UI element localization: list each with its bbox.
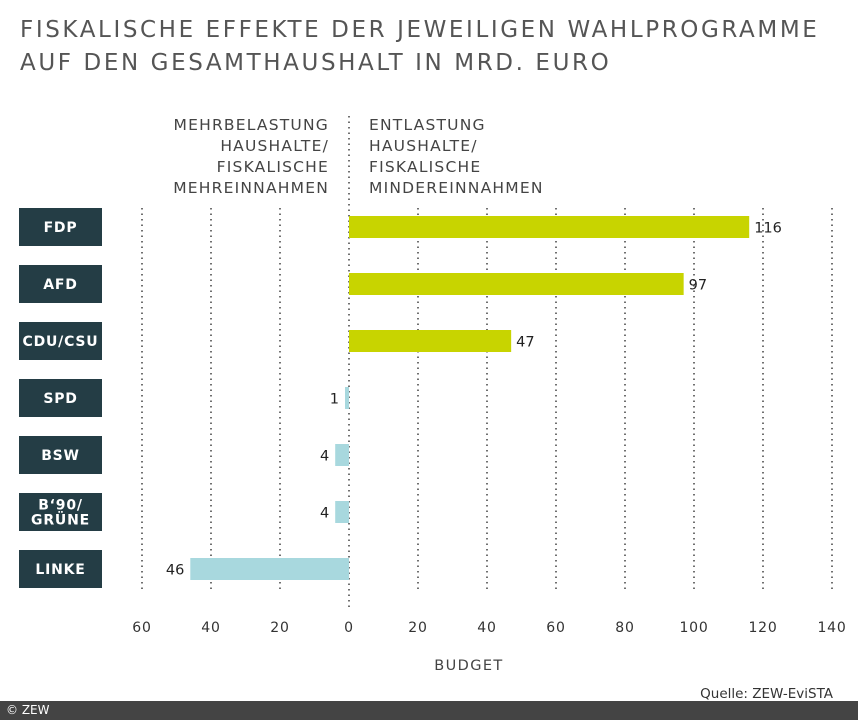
bar: [190, 558, 349, 580]
data-label: 47: [516, 335, 534, 351]
category-badge: [19, 436, 102, 474]
left-header-line: MEHREINNAHMEN: [173, 179, 329, 197]
x-tick-label: 40: [201, 620, 220, 636]
right-header-line: FISKALISCHE: [369, 158, 481, 176]
category-label: SPD: [43, 391, 77, 407]
category-label: GRÜNE: [31, 511, 90, 529]
bar: [345, 387, 349, 409]
left-header-line: FISKALISCHE: [217, 158, 329, 176]
source-note: Quelle: ZEW-EviSTA: [700, 686, 834, 702]
x-tick-label: 60: [132, 620, 151, 636]
data-label: 1: [330, 392, 339, 408]
x-tick-label: 100: [679, 620, 708, 636]
right-header-line: MINDEREINNAHMEN: [369, 179, 544, 197]
x-tick-label: 40: [477, 620, 496, 636]
left-header-line: HAUSHALTE/: [220, 137, 329, 155]
copyright-bar: © ZEW: [0, 701, 858, 720]
category-badge: [19, 322, 102, 360]
data-label: 4: [320, 449, 329, 465]
x-tick-label: 120: [748, 620, 777, 636]
category-label: BSW: [41, 448, 80, 464]
x-tick-label: 20: [270, 620, 289, 636]
bar: [349, 330, 512, 352]
bar: [349, 273, 684, 295]
x-axis-label: BUDGET: [434, 658, 503, 674]
bar: [335, 444, 349, 466]
chart-title: FISKALISCHE EFFEKTE DER JEWEILIGEN WAHLP…: [20, 17, 820, 76]
x-tick-label: 60: [546, 620, 565, 636]
data-label: 116: [754, 221, 782, 237]
category-badge: [19, 379, 102, 417]
category-badge: [19, 208, 102, 246]
category-label: B‘90/: [38, 498, 83, 514]
category-label: FDP: [44, 220, 78, 236]
data-label: 46: [166, 563, 184, 579]
x-tick-label: 0: [344, 620, 354, 636]
x-tick-label: 80: [615, 620, 634, 636]
data-label: 4: [320, 506, 329, 522]
category-label: LINKE: [35, 562, 85, 578]
category-badge: [19, 493, 102, 531]
right-header-line: HAUSHALTE/: [369, 137, 478, 155]
bar: [335, 501, 349, 523]
x-tick-label: 140: [817, 620, 846, 636]
category-badge: [19, 265, 102, 303]
left-header-line: MEHRBELASTUNG: [174, 116, 329, 134]
bar: [349, 216, 750, 238]
category-label: CDU/CSU: [23, 334, 99, 350]
x-tick-label: 20: [408, 620, 427, 636]
category-label: AFD: [43, 277, 77, 293]
copyright-text: © ZEW: [6, 703, 50, 717]
data-label: 97: [689, 278, 707, 294]
category-badge: [19, 550, 102, 588]
right-header-line: ENTLASTUNG: [369, 116, 486, 134]
